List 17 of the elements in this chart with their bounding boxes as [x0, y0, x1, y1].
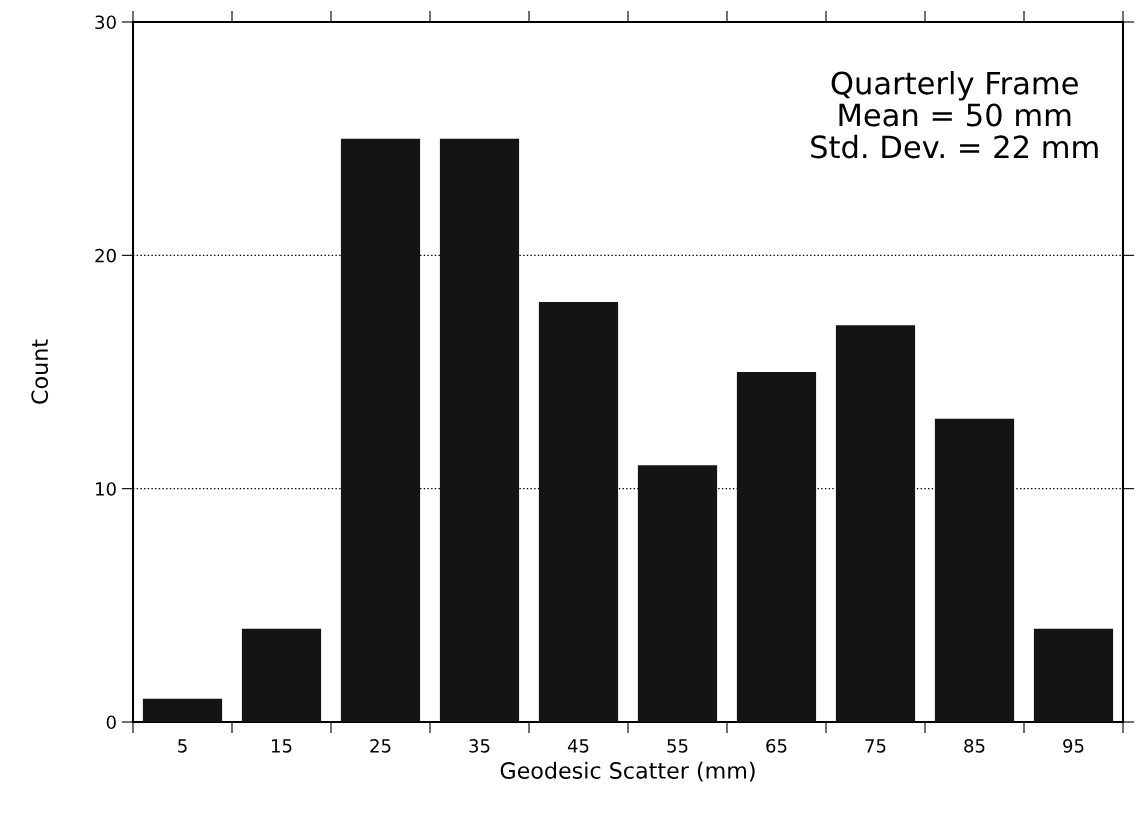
x-axis-title: Geodesic Scatter (mm) [500, 761, 755, 782]
y-tick-label: 0 [106, 715, 116, 730]
x-tick-label: 55 [667, 739, 688, 753]
x-tick-label: 15 [272, 739, 292, 753]
x-tick-label: 95 [1063, 738, 1084, 753]
x-tick-label: 85 [964, 738, 985, 753]
y-tick-label: 20 [95, 248, 116, 263]
y-axis-title: Count [31, 339, 49, 404]
x-tick-label: 35 [469, 738, 490, 753]
y-tick-label: 30 [95, 15, 116, 30]
x-tick-label: 45 [567, 739, 589, 753]
y-tick-label: 10 [96, 482, 116, 496]
x-tick-label: 75 [865, 739, 886, 753]
x-tick-label: 65 [766, 738, 787, 753]
annotation: Quarterly Frame Mean = 50 mm Std. Dev. = 22 mm [811, 71, 1098, 159]
x-tick-label: 5 [178, 739, 187, 753]
x-tick-label: 25 [370, 738, 391, 753]
